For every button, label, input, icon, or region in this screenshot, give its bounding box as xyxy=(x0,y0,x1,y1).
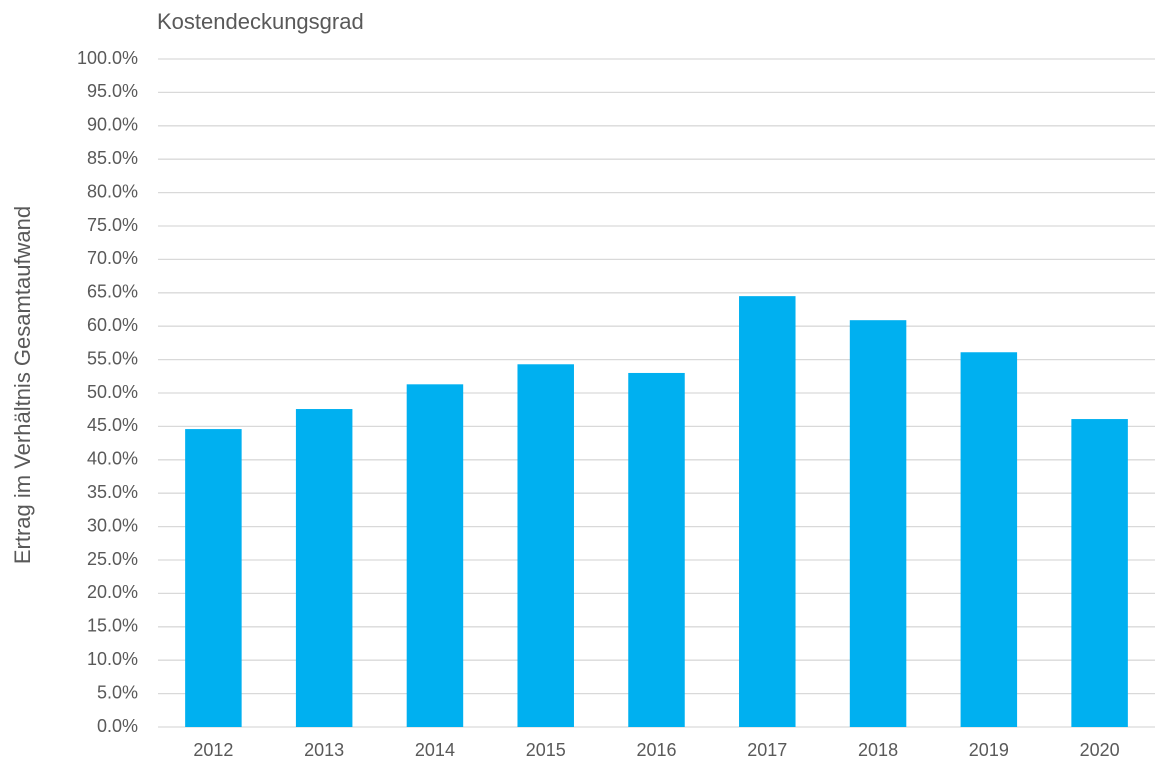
x-tick-label: 2013 xyxy=(304,740,344,760)
y-tick-label: 65.0% xyxy=(87,282,138,302)
x-tick-label: 2014 xyxy=(415,740,455,760)
y-tick-label: 0.0% xyxy=(97,716,138,736)
y-tick-label: 75.0% xyxy=(87,215,138,235)
bar xyxy=(739,296,796,727)
y-tick-label: 60.0% xyxy=(87,315,138,335)
y-tick-label: 5.0% xyxy=(97,682,138,702)
y-tick-label: 10.0% xyxy=(87,649,138,669)
bar xyxy=(185,429,242,727)
bar xyxy=(406,384,464,727)
y-axis-label: Ertrag im Verhältnis Gesamtaufwand xyxy=(10,206,35,564)
y-tick-label: 50.0% xyxy=(87,382,138,402)
bar xyxy=(960,352,1018,727)
y-tick-label: 25.0% xyxy=(87,549,138,569)
y-tick-label: 35.0% xyxy=(87,482,138,502)
y-tick-label: 85.0% xyxy=(87,148,138,168)
x-tick-label: 2019 xyxy=(969,740,1009,760)
y-tick-label: 95.0% xyxy=(87,81,138,101)
x-tick-label: 2020 xyxy=(1080,740,1120,760)
bar xyxy=(628,372,685,727)
bar xyxy=(849,320,907,727)
y-tick-label: 45.0% xyxy=(87,415,138,435)
y-tick-label: 40.0% xyxy=(87,449,138,469)
x-tick-label: 2016 xyxy=(636,740,676,760)
y-tick-label: 15.0% xyxy=(87,616,138,636)
y-tick-label: 80.0% xyxy=(87,181,138,201)
bar xyxy=(1071,419,1128,727)
x-tick-label: 2018 xyxy=(858,740,898,760)
y-tick-label: 20.0% xyxy=(87,582,138,602)
bar xyxy=(295,409,353,727)
y-tick-label: 100.0% xyxy=(77,48,138,68)
y-tick-label: 90.0% xyxy=(87,115,138,135)
x-tick-label: 2015 xyxy=(526,740,566,760)
x-tick-label: 2017 xyxy=(747,740,787,760)
chart-title: Kostendeckungsgrad xyxy=(157,9,364,34)
bar xyxy=(517,364,574,727)
y-tick-label: 70.0% xyxy=(87,248,138,268)
x-tick-label: 2012 xyxy=(193,740,233,760)
y-tick-label: 30.0% xyxy=(87,515,138,535)
y-tick-label: 55.0% xyxy=(87,348,138,368)
